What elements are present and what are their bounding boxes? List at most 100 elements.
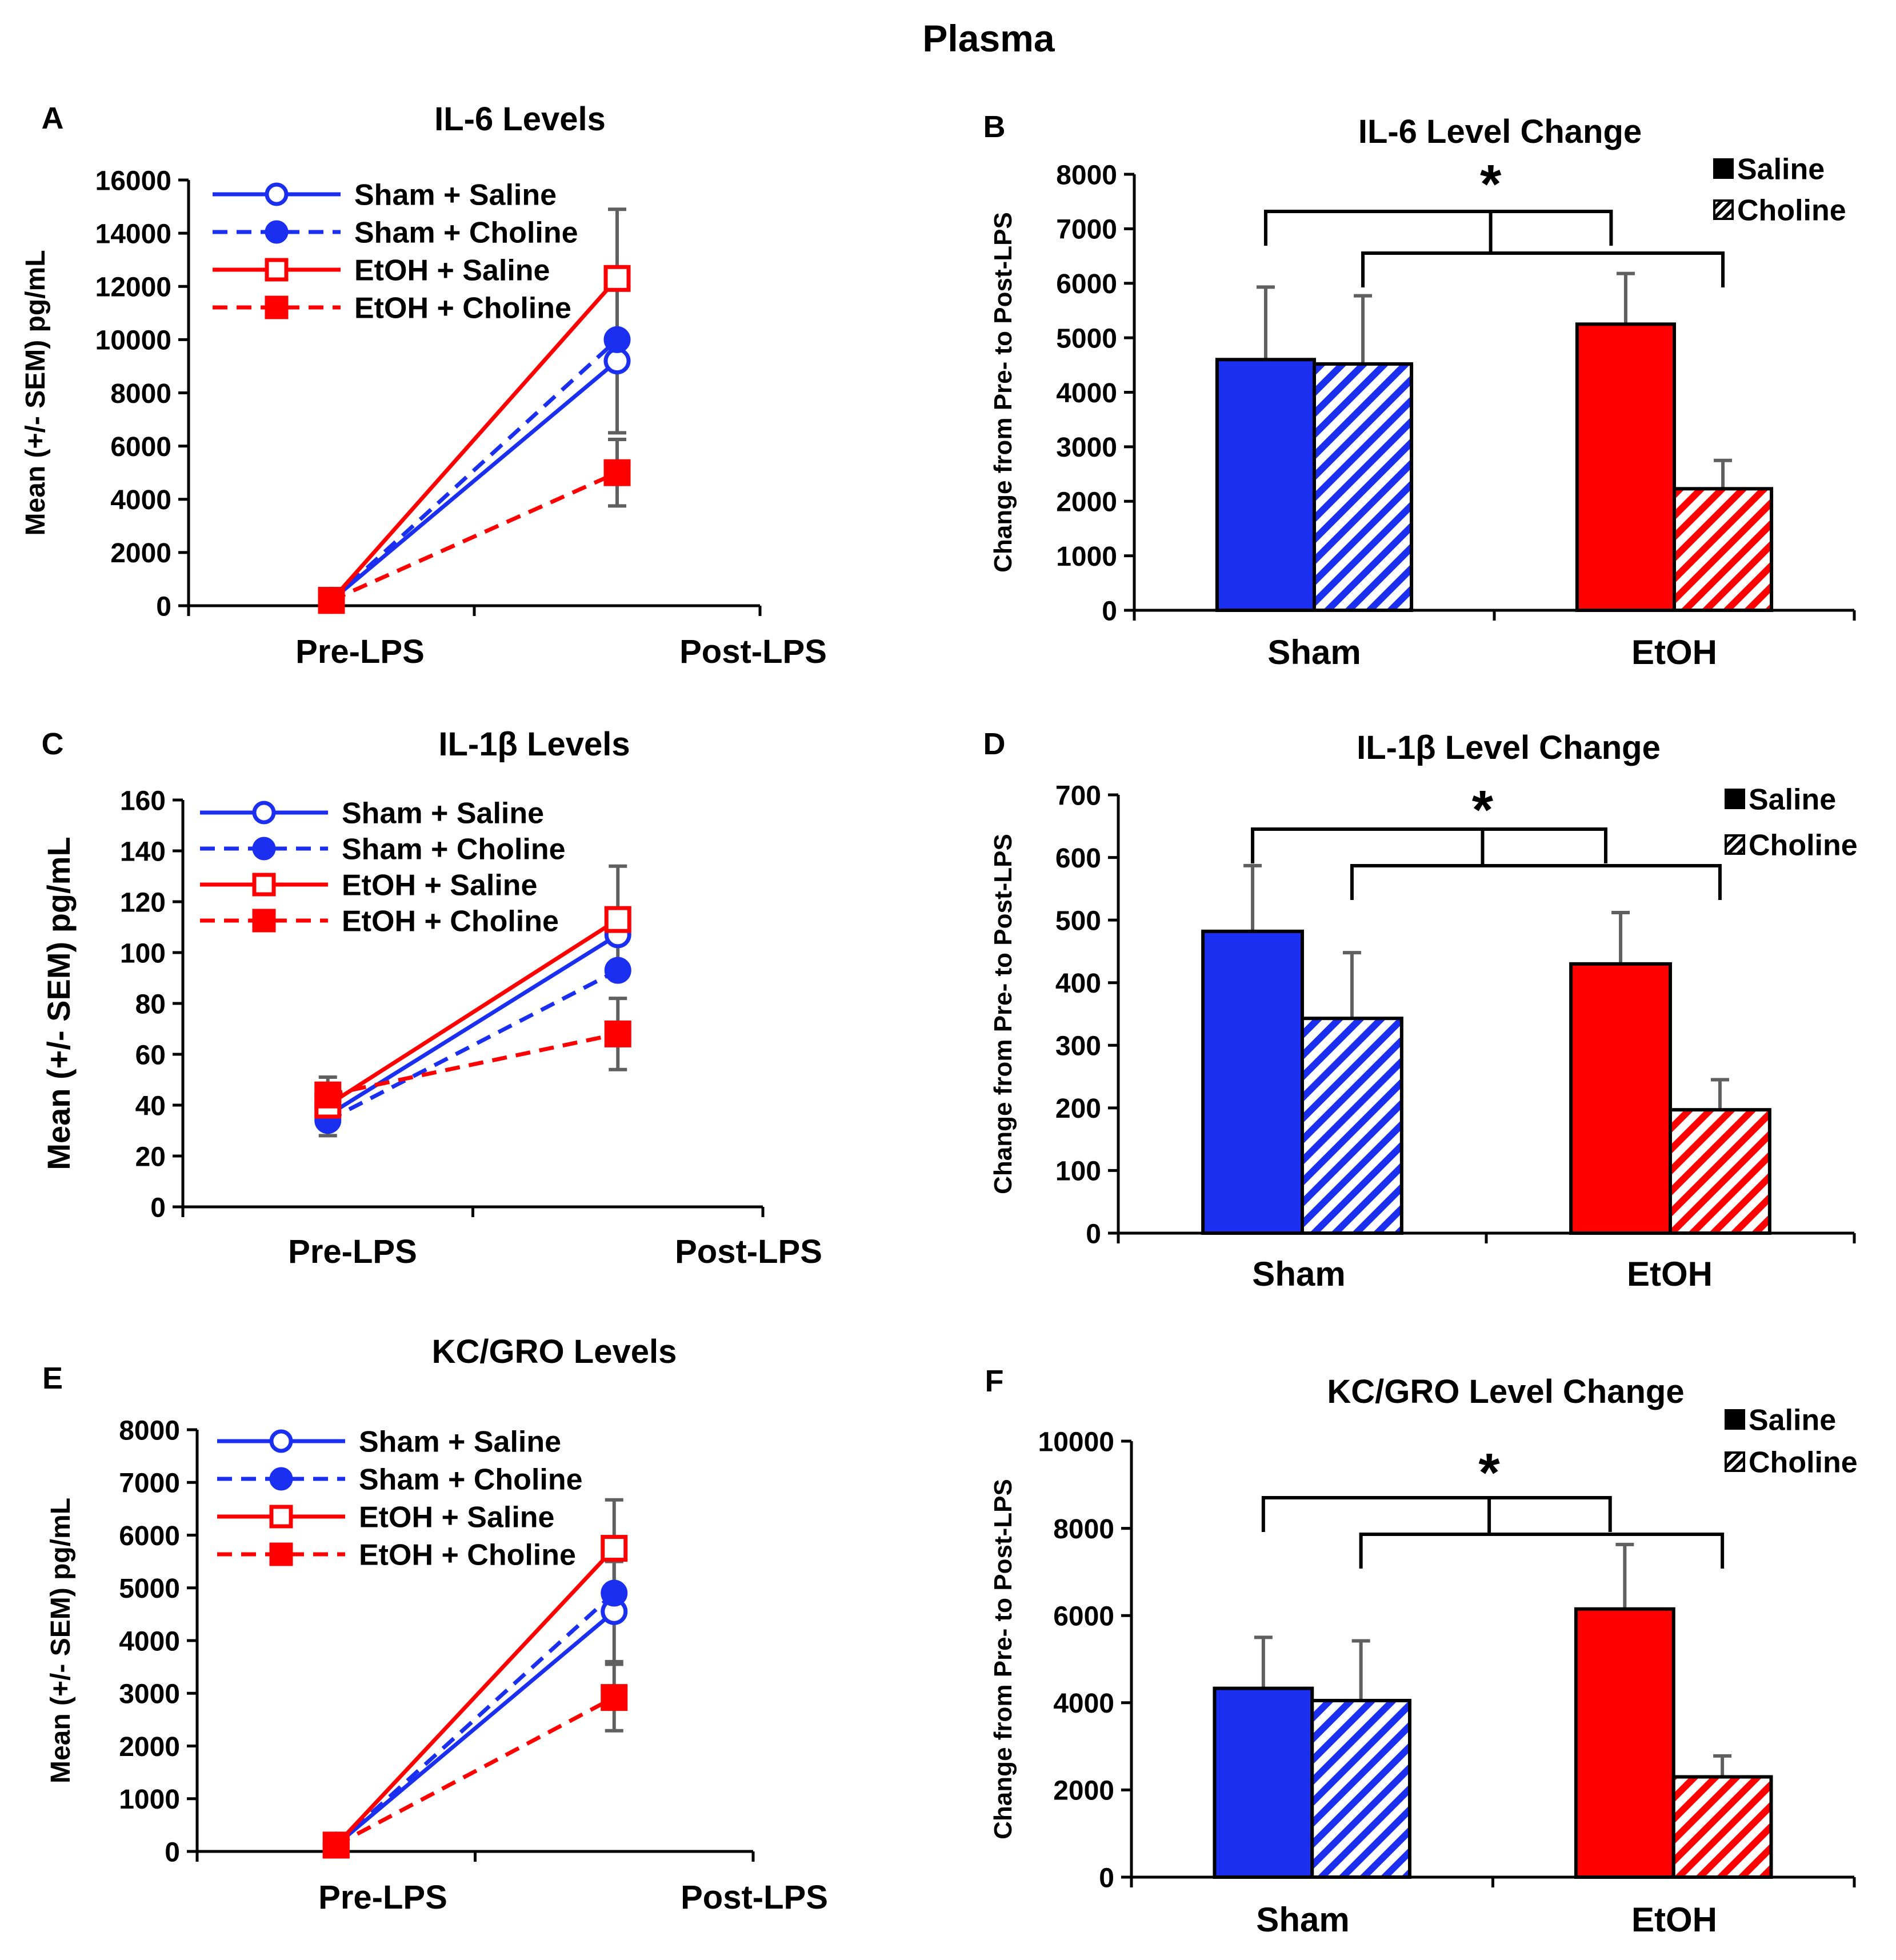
panel-label: E (42, 1361, 63, 1395)
y-tick-label: 14000 (95, 219, 171, 249)
y-tick-label: 4000 (1053, 1689, 1114, 1719)
legend-label: Sham + Choline (354, 217, 578, 250)
legend-swatch (1725, 789, 1745, 809)
significance-bracket: * (1251, 779, 1722, 900)
data-point (252, 873, 276, 897)
y-tick-label: 6000 (1056, 269, 1117, 299)
legend-swatch (1725, 1451, 1745, 1472)
y-tick-label: 0 (150, 1193, 166, 1223)
legend-label: Sham + Saline (342, 797, 544, 830)
data-point (265, 182, 289, 206)
legend-label: Sham + Choline (359, 1463, 583, 1497)
y-tick-label: 300 (1055, 1031, 1101, 1062)
y-tick-label: 0 (165, 1837, 180, 1867)
y-tick-label: 100 (120, 938, 166, 969)
bar-saline (1201, 929, 1305, 1235)
y-tick-label: 4000 (119, 1626, 180, 1657)
legend-label: Sham + Saline (359, 1426, 561, 1459)
y-tick-label: 10000 (1038, 1427, 1114, 1457)
x-category-label: Pre-LPS (318, 1879, 447, 1916)
y-tick-label: 0 (1102, 596, 1117, 626)
bar-choline (1669, 1108, 1771, 1235)
y-tick-label: 4000 (110, 485, 171, 515)
y-tick-label: 8000 (119, 1415, 180, 1446)
legend-label: Sham + Saline (354, 179, 557, 212)
significance-star: * (1478, 1442, 1500, 1503)
data-point (252, 801, 276, 825)
panel-d: D IL-1β Level Change 0 100 200 300 400 500 600 70… (983, 727, 1858, 1293)
series-line (334, 1610, 616, 1847)
legend-swatch (1725, 834, 1745, 855)
data-point (601, 1684, 628, 1711)
chart-title: IL-1β Levels (438, 726, 630, 763)
bracket-choline (1359, 1533, 1725, 1569)
data-point (252, 909, 276, 933)
y-tick-label: 5000 (1056, 323, 1117, 354)
bar-saline (1215, 358, 1316, 613)
y-tick-label: 120 (120, 887, 166, 918)
x-category-label: Sham (1252, 1255, 1345, 1293)
data-point (604, 1020, 631, 1047)
legend-label: Choline (1737, 194, 1846, 227)
y-tick-label: 1000 (119, 1785, 180, 1815)
y-tick-label: 0 (1086, 1219, 1101, 1249)
significance-star: * (1480, 154, 1502, 215)
series-line (335, 1695, 615, 1847)
panel-c: C IL-1β Levels 0 20 40 60 80 100 120 140 160 Pre-LP… (41, 726, 822, 1270)
y-axis-title: Mean (+/- SEM) pg/mL (41, 837, 77, 1170)
bracket-saline (1251, 827, 1607, 863)
legend: Sham + Saline Sham + Choline EtOH + Saline… (217, 1426, 583, 1572)
data-point (601, 1535, 628, 1562)
series-line (330, 359, 619, 602)
bar-choline (1310, 1698, 1412, 1879)
data-point (604, 906, 631, 933)
bar-choline (1301, 1017, 1403, 1235)
data-point (322, 1831, 350, 1859)
y-tick-label: 700 (1055, 781, 1101, 811)
legend: Saline Choline (1713, 153, 1846, 227)
x-category-label: EtOH (1627, 1255, 1713, 1293)
y-tick-label: 3000 (1056, 433, 1117, 463)
panel-label: B (983, 110, 1006, 144)
y-tick-label: 600 (1055, 843, 1101, 874)
significance-star: * (1472, 779, 1494, 841)
bar-choline (1671, 1775, 1773, 1879)
bar-choline (1313, 362, 1414, 613)
y-tick-label: 2000 (119, 1732, 180, 1762)
series-line (330, 338, 619, 602)
series-line (334, 1547, 616, 1847)
legend-swatch (1713, 199, 1734, 220)
legend-label: EtOH + Saline (342, 869, 537, 902)
y-tick-label: 4000 (1056, 378, 1117, 409)
legend-label: Sham + Choline (342, 833, 566, 866)
bar-saline (1575, 322, 1676, 612)
y-axis-title: Mean (+/- SEM) pg/mL (46, 1498, 76, 1783)
y-tick-label: 8000 (110, 379, 171, 409)
chart-title: KC/GRO Level Change (1327, 1373, 1684, 1410)
y-tick-label: 2000 (1053, 1776, 1114, 1806)
bar-choline (1673, 487, 1774, 612)
legend: Saline Choline (1725, 1404, 1858, 1479)
panel-a: A IL-6 Levels 0 2000 4000 6000 8000 10000 12000 1… (21, 101, 827, 670)
series-line (326, 933, 619, 1117)
legend-swatch (1725, 1409, 1745, 1430)
data-point (318, 587, 345, 614)
y-tick-label: 7000 (1056, 215, 1117, 245)
data-point (252, 837, 276, 861)
data-point (269, 1467, 293, 1491)
y-tick-label: 6000 (1053, 1601, 1114, 1631)
x-category-label: Pre-LPS (295, 633, 425, 670)
x-category-label: EtOH (1631, 633, 1717, 671)
panel-label: F (985, 1364, 1004, 1398)
x-category-label: Post-LPS (681, 1879, 828, 1916)
chart-title: IL-1β Level Change (1357, 729, 1661, 766)
legend-label: Saline (1749, 783, 1836, 817)
series-line (334, 1591, 616, 1847)
legend-swatch (1713, 158, 1734, 179)
y-tick-label: 5000 (119, 1574, 180, 1604)
chart-title: IL-6 Levels (434, 101, 606, 138)
y-axis-title: Change from Pre- to Post-LPS (989, 1479, 1017, 1839)
y-tick-label: 3000 (119, 1679, 180, 1710)
y-tick-label: 6000 (110, 432, 171, 462)
